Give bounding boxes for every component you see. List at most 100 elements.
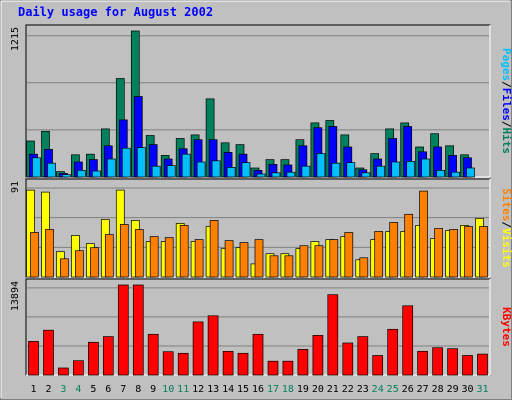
bar-pages-day-28 xyxy=(436,170,445,178)
bar-kbytes-day-26 xyxy=(402,305,414,376)
x-tick-label: 26 xyxy=(402,384,414,395)
x-tick-label: 22 xyxy=(342,384,354,395)
axis-label-separator: / xyxy=(500,221,512,228)
bar-kbytes-day-23 xyxy=(357,336,369,376)
bar-pages-day-8 xyxy=(136,147,146,178)
bar-sites-day-18 xyxy=(284,255,294,278)
bar-kbytes-day-13 xyxy=(207,315,219,376)
bar-pages-day-4 xyxy=(77,170,86,178)
bar-pages-day-13 xyxy=(211,160,221,178)
bar-kbytes-day-10 xyxy=(162,351,174,376)
bar-pages-day-9 xyxy=(151,165,161,178)
bar-pages-day-23 xyxy=(361,172,371,178)
bar-kbytes-day-7 xyxy=(117,284,129,376)
panel-axis-label: Pages/Files/Hits xyxy=(500,48,512,154)
bar-sites-day-2 xyxy=(45,229,54,278)
bar-pages-day-19 xyxy=(301,165,311,178)
bar-pages-day-1 xyxy=(32,157,41,178)
bar-sites-day-29 xyxy=(449,229,458,278)
bar-pages-day-5 xyxy=(92,170,101,178)
bar-kbytes-day-15 xyxy=(237,352,249,376)
panel-axis-label: Sites/Visits xyxy=(500,188,512,268)
chart-title: Daily usage for August 2002 xyxy=(18,5,213,19)
bar-kbytes-day-22 xyxy=(342,342,354,376)
x-tick-label: 7 xyxy=(120,384,126,395)
bar-pages-day-29 xyxy=(451,171,460,178)
bar-kbytes-day-11 xyxy=(177,352,189,376)
x-tick-label: 4 xyxy=(75,384,81,395)
bar-sites-day-13 xyxy=(209,220,219,278)
x-tick-label: 28 xyxy=(432,384,444,395)
bar-sites-day-24 xyxy=(374,231,384,278)
bar-kbytes-day-28 xyxy=(432,347,443,376)
bar-pages-day-20 xyxy=(316,153,326,178)
bar-sites-day-15 xyxy=(239,242,249,278)
bar-pages-day-16 xyxy=(256,173,266,178)
bar-pages-day-3 xyxy=(62,174,71,178)
axis-label-kbytes: KBytes xyxy=(500,307,512,347)
x-tick-label: 21 xyxy=(327,384,339,395)
bar-kbytes-day-14 xyxy=(222,351,234,376)
plot-area: 1215Pages/Files/Hits91Sites/Visits13894K… xyxy=(10,24,512,376)
bar-kbytes-day-25 xyxy=(387,328,399,376)
bar-sites-day-22 xyxy=(344,232,354,278)
bar-kbytes-day-5 xyxy=(88,341,99,376)
axis-label-hits: Hits xyxy=(500,128,512,155)
x-tick-label: 10 xyxy=(162,384,174,395)
bar-sites-day-17 xyxy=(269,255,279,278)
bar-kbytes-day-12 xyxy=(192,321,204,376)
bar-sites-day-10 xyxy=(164,237,174,278)
bar-sites-day-14 xyxy=(224,240,234,278)
x-tick-label: 24 xyxy=(372,384,384,395)
x-tick-label: 14 xyxy=(222,384,234,395)
bar-pages-day-24 xyxy=(376,165,386,178)
bar-sites-day-7 xyxy=(119,224,129,278)
bar-pages-day-25 xyxy=(391,161,401,178)
bar-sites-day-23 xyxy=(359,257,369,278)
bar-pages-day-11 xyxy=(181,153,191,178)
bar-pages-day-17 xyxy=(271,172,281,178)
bar-pages-day-18 xyxy=(286,171,296,178)
x-tick-label: 19 xyxy=(297,384,309,395)
bar-sites-day-5 xyxy=(90,247,99,278)
bar-pages-day-6 xyxy=(106,158,116,178)
bar-kbytes-day-24 xyxy=(372,355,384,376)
bar-kbytes-day-6 xyxy=(102,336,114,376)
x-tick-label: 27 xyxy=(417,384,429,395)
bar-sites-day-30 xyxy=(464,226,473,278)
x-tick-label: 20 xyxy=(312,384,324,395)
x-tick-label: 25 xyxy=(387,384,399,395)
bar-kbytes-day-31 xyxy=(477,353,488,376)
x-tick-label: 23 xyxy=(357,384,369,395)
axis-label-visits: Visits xyxy=(500,228,512,268)
bar-kbytes-day-4 xyxy=(73,360,84,376)
axis-label-pages: Pages xyxy=(500,48,512,81)
x-tick-label: 9 xyxy=(150,384,156,395)
x-tick-label: 1 xyxy=(30,384,36,395)
x-tick-label: 5 xyxy=(90,384,96,395)
x-tick-label: 17 xyxy=(267,384,279,395)
bar-sites-day-21 xyxy=(329,239,339,278)
axis-label-separator: / xyxy=(500,81,512,88)
bar-kbytes-day-18 xyxy=(282,360,294,376)
bar-pages-day-22 xyxy=(346,162,356,178)
bar-kbytes-day-2 xyxy=(43,329,54,376)
bar-pages-day-27 xyxy=(421,158,430,178)
axis-label-sites: Sites xyxy=(500,188,512,221)
x-tick-label: 29 xyxy=(447,384,459,395)
bar-sites-day-6 xyxy=(104,234,114,278)
x-tick-label: 30 xyxy=(461,384,473,395)
bar-kbytes-day-20 xyxy=(312,335,324,376)
bar-kbytes-day-19 xyxy=(297,349,309,376)
bar-kbytes-day-21 xyxy=(327,294,339,376)
bar-kbytes-day-3 xyxy=(58,367,69,376)
bar-sites-day-8 xyxy=(134,229,144,278)
x-tick-label: 16 xyxy=(252,384,264,395)
x-tick-label: 2 xyxy=(45,384,51,395)
panel-max-label: 13894 xyxy=(10,281,21,311)
bar-pages-day-21 xyxy=(331,162,341,178)
panel-max-label: 91 xyxy=(10,181,21,193)
x-tick-label: 6 xyxy=(105,384,111,395)
x-tick-label: 3 xyxy=(60,384,66,395)
